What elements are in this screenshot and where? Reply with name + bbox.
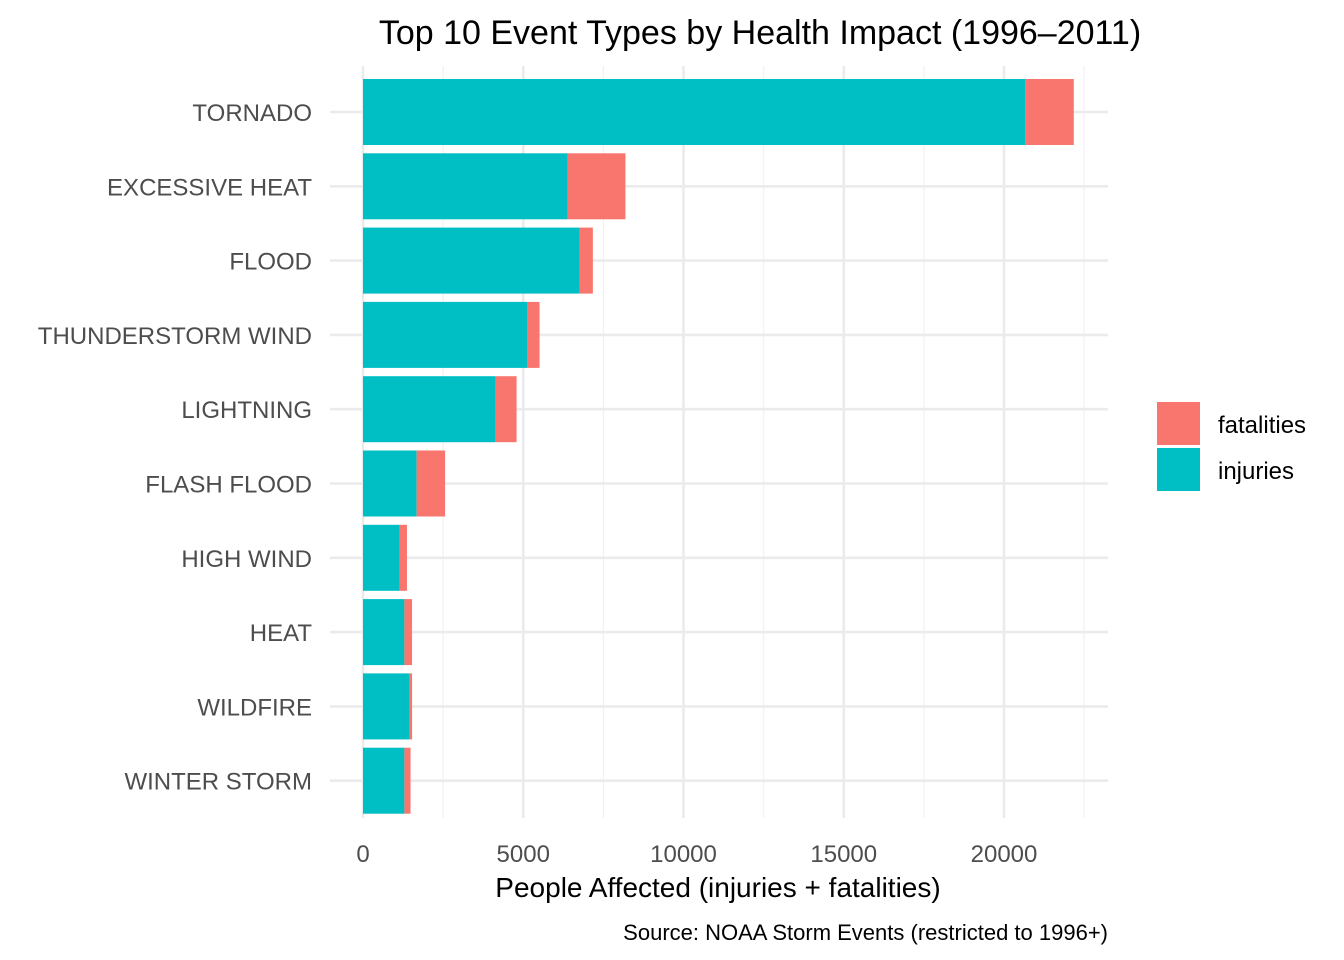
bar-injuries-flood <box>363 227 580 294</box>
bar-fatalities-thunderstorm-wind <box>527 301 540 368</box>
x-tick-label: 20000 <box>971 841 1038 868</box>
bar-fatalities-flood <box>579 227 593 294</box>
legend-label-fatalities: fatalities <box>1218 412 1306 439</box>
category-label: HEAT <box>250 620 313 647</box>
x-axis-title: People Affected (injuries + fatalities) <box>495 872 940 903</box>
bar-injuries-excessive-heat <box>363 153 568 220</box>
x-tick-label: 15000 <box>810 841 877 868</box>
category-label: THUNDERSTORM WIND <box>38 323 312 350</box>
bar-fatalities-excessive-heat <box>567 153 626 220</box>
category-labels: TORNADO EXCESSIVE HEAT FLOOD THUNDERSTORM W… <box>38 100 313 796</box>
legend: fatalities injuries <box>1157 402 1306 491</box>
bar-fatalities-wildfire <box>409 673 413 740</box>
bar-fatalities-tornado <box>1025 79 1074 145</box>
bar-injuries-high-wind <box>363 524 400 591</box>
legend-key-injuries <box>1157 448 1200 491</box>
bar-injuries-flash-flood <box>363 450 417 517</box>
legend-label-injuries: injuries <box>1218 458 1294 485</box>
x-tick-label: 10000 <box>650 841 717 868</box>
bar-fatalities-winter-storm <box>404 747 411 814</box>
category-label: TORNADO <box>192 100 312 127</box>
bar-injuries-wildfire <box>363 673 410 740</box>
bar-fatalities-flash-flood <box>416 450 446 517</box>
legend-key-fatalities <box>1157 402 1200 445</box>
bar-fatalities-heat <box>404 599 413 666</box>
x-tick-labels: 0 5000 10000 15000 20000 <box>356 841 1037 868</box>
bar-fatalities-high-wind <box>399 524 407 591</box>
bar-injuries-tornado <box>363 79 1026 145</box>
category-label: EXCESSIVE HEAT <box>107 174 312 201</box>
bars <box>363 79 1074 814</box>
x-tick-label: 0 <box>356 841 369 868</box>
category-label: FLOOD <box>229 249 312 276</box>
bar-injuries-winter-storm <box>363 747 405 814</box>
category-label: WILDFIRE <box>197 694 312 721</box>
category-label: WINTER STORM <box>124 769 312 796</box>
category-label: FLASH FLOOD <box>145 472 312 499</box>
chart-caption: Source: NOAA Storm Events (restricted to… <box>623 920 1108 945</box>
bar-injuries-thunderstorm-wind <box>363 301 528 368</box>
bar-injuries-lightning <box>363 376 496 443</box>
bar-injuries-heat <box>363 599 405 666</box>
x-tick-label: 5000 <box>497 841 550 868</box>
chart-title: Top 10 Event Types by Health Impact (199… <box>379 14 1141 52</box>
bar-fatalities-lightning <box>495 376 517 443</box>
category-label: LIGHTNING <box>181 397 312 424</box>
category-label: HIGH WIND <box>181 546 312 573</box>
